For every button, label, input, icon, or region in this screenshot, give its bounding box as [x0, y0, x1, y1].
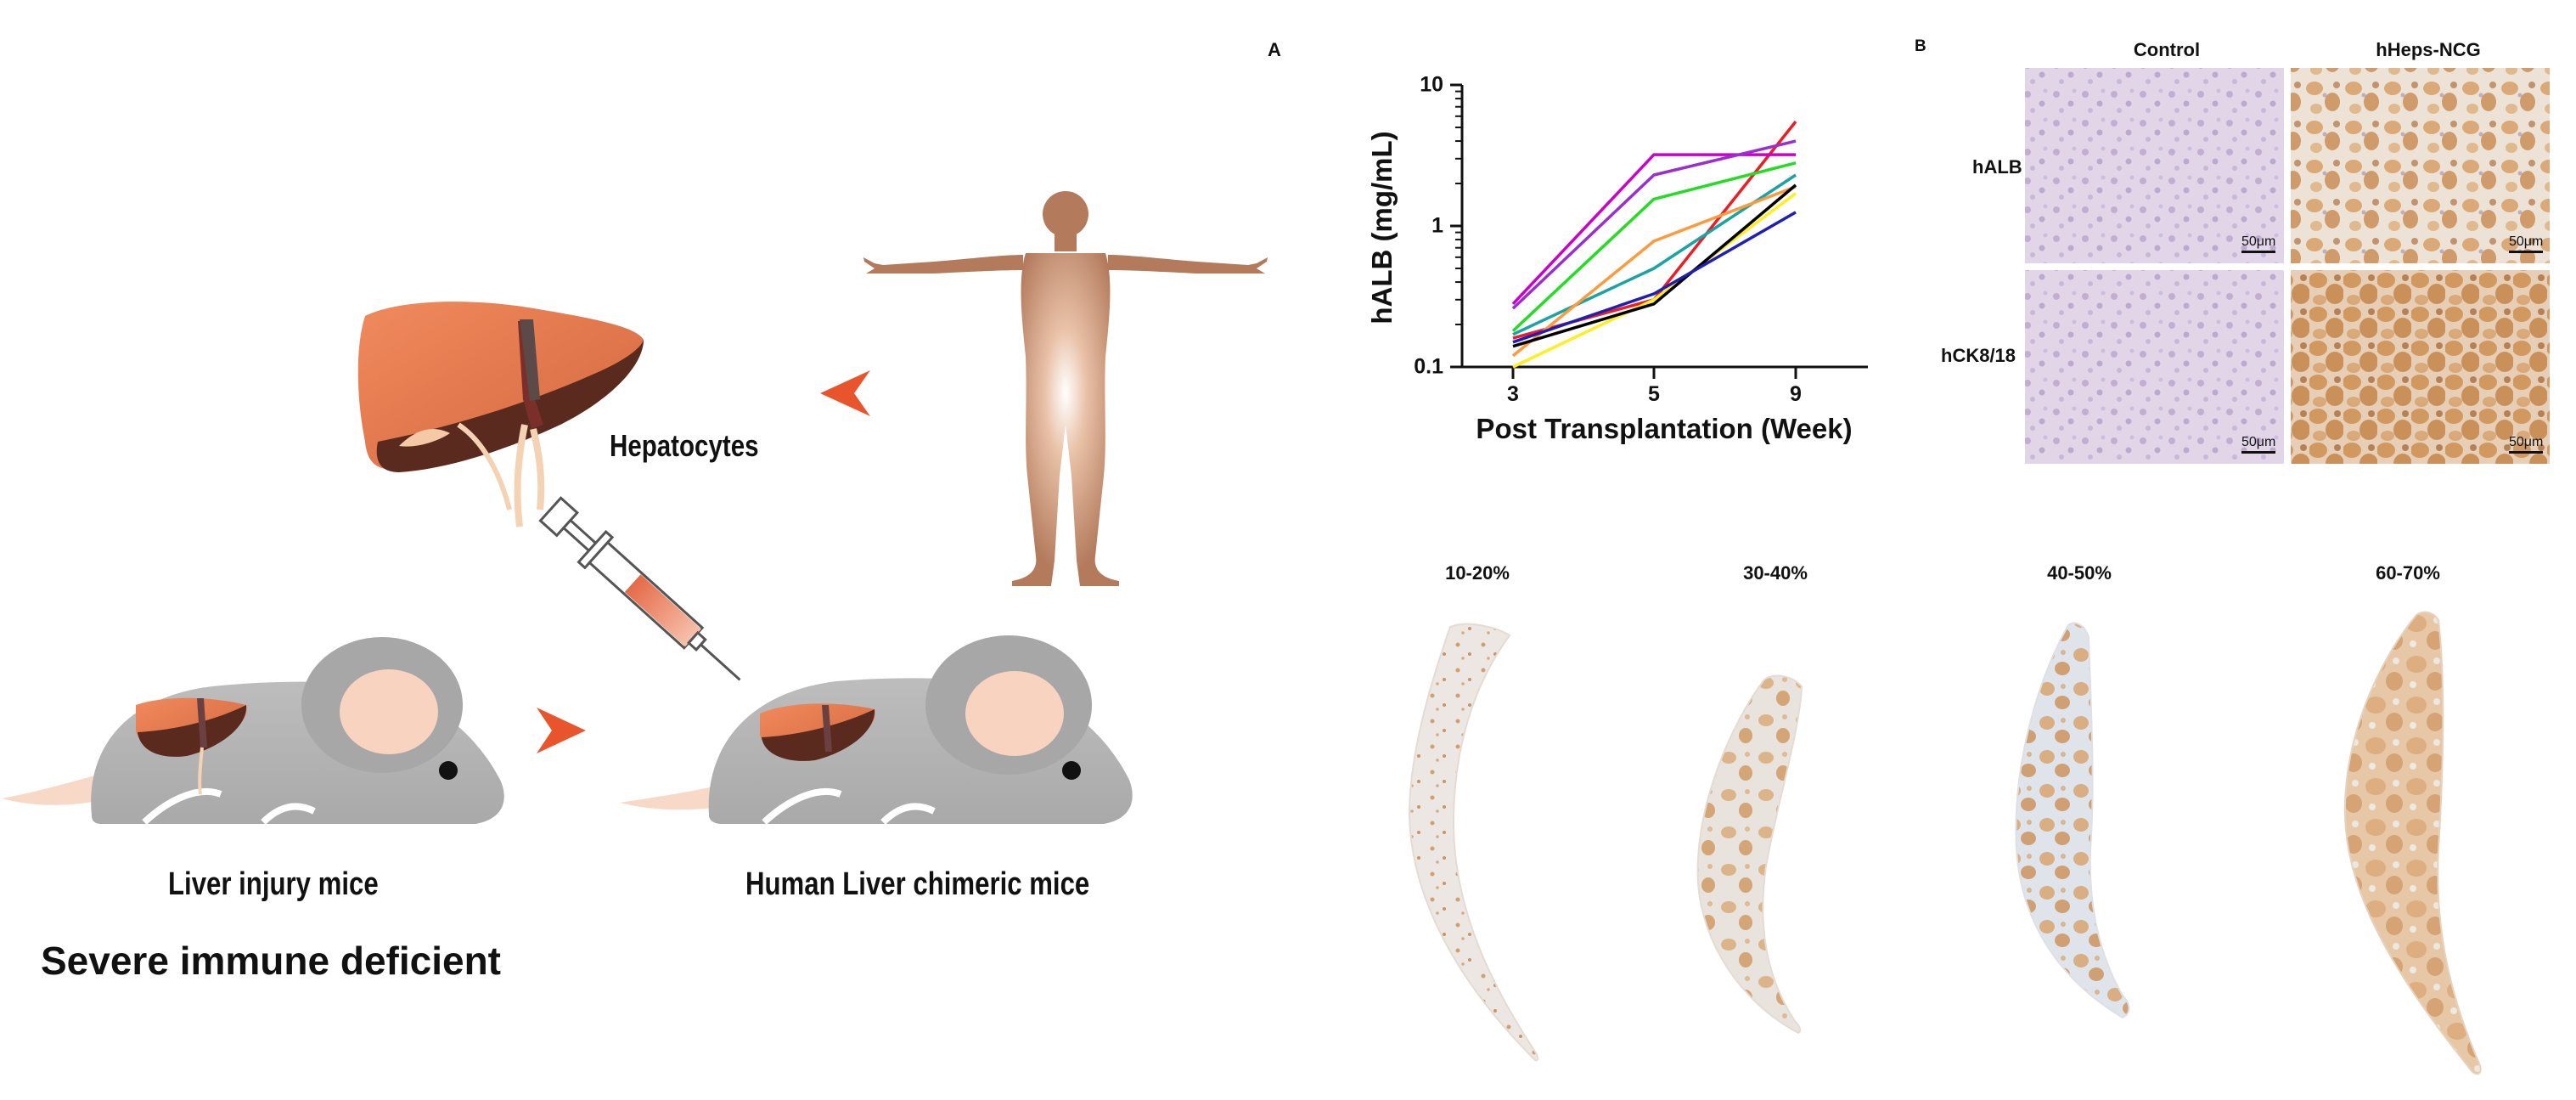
series-line-8	[1512, 183, 1797, 348]
section-label: 60-70%	[2376, 562, 2440, 584]
row-header-hck: hCK8/18	[1941, 345, 2016, 366]
section-10-20	[1408, 623, 1538, 1062]
x-tick-label: 3	[1507, 382, 1519, 406]
series-layer	[1511, 121, 1797, 369]
scale-bar: 50μm	[2509, 234, 2543, 253]
col-header-hheps: hHeps-NCG	[2376, 39, 2481, 60]
hepatocytes-label: Hepatocytes	[610, 428, 759, 463]
micrograph-hheps-hck	[2291, 270, 2550, 464]
series-line-3	[1511, 139, 1797, 310]
section-30-40	[1696, 674, 1803, 1035]
section-label: 40-50%	[2047, 562, 2112, 584]
x-tick-label: 9	[1790, 382, 1802, 406]
y-tick-label: 1	[1431, 213, 1443, 238]
arrowhead-left-icon	[820, 370, 870, 416]
mouse1-label: Liver injury mice	[168, 866, 379, 902]
micrograph-control-halb	[2025, 68, 2284, 263]
series-line-4	[1511, 161, 1797, 332]
y-minor-ticks	[1455, 90, 1462, 326]
series-line-2	[1511, 153, 1796, 306]
section-label: 10-20%	[1445, 562, 1510, 584]
section-label: 30-40%	[1743, 562, 1808, 584]
donor-liver	[357, 302, 644, 527]
bottom-caption: Severe immune deficient	[41, 939, 501, 983]
scale-bar-label: 50μm	[2509, 234, 2544, 249]
x-axis-label: Post Transplantation (Week)	[1476, 413, 1853, 444]
series-line-7	[1512, 192, 1797, 369]
scale-bar-label: 50μm	[2241, 435, 2276, 449]
ihc-grid	[2025, 68, 2550, 464]
scale-bar: 50μm	[2241, 234, 2275, 253]
panel-a-letter: A	[1268, 39, 1281, 60]
series-line-6	[1511, 185, 1797, 358]
micrograph-control-hck	[2025, 270, 2284, 464]
col-header-control: Control	[2133, 39, 2201, 60]
chart-axes	[1450, 83, 1868, 379]
panel-b-letter: B	[1915, 37, 1926, 55]
section-40-50	[2015, 622, 2130, 1019]
scale-bar: 50μm	[2509, 435, 2543, 454]
scale-bar-label: 50μm	[2509, 435, 2544, 449]
halb-line-chart	[1450, 83, 1868, 379]
micrograph-hheps-halb	[2291, 68, 2550, 263]
series-line-9	[1512, 211, 1797, 344]
x-tick-label: 5	[1648, 382, 1660, 406]
human-figure	[863, 191, 1268, 586]
scale-bar-label: 50μm	[2241, 234, 2276, 249]
syringe-icon	[538, 496, 741, 681]
section-60-70	[2343, 611, 2482, 1075]
scale-bar: 50μm	[2241, 435, 2275, 454]
y-tick-label: 10	[1420, 72, 1443, 97]
row-header-halb: hALB	[1972, 156, 2022, 178]
arrowhead-right-icon	[537, 708, 586, 753]
y-tick-label: 0.1	[1414, 354, 1443, 379]
mouse-liver-injury	[2, 637, 504, 825]
mouse-chimeric	[620, 635, 1133, 825]
mouse2-label: Human Liver chimeric mice	[745, 866, 1090, 902]
liver-sections	[1408, 611, 2482, 1075]
y-axis-label: hALB (mg/mL)	[1366, 131, 1398, 324]
